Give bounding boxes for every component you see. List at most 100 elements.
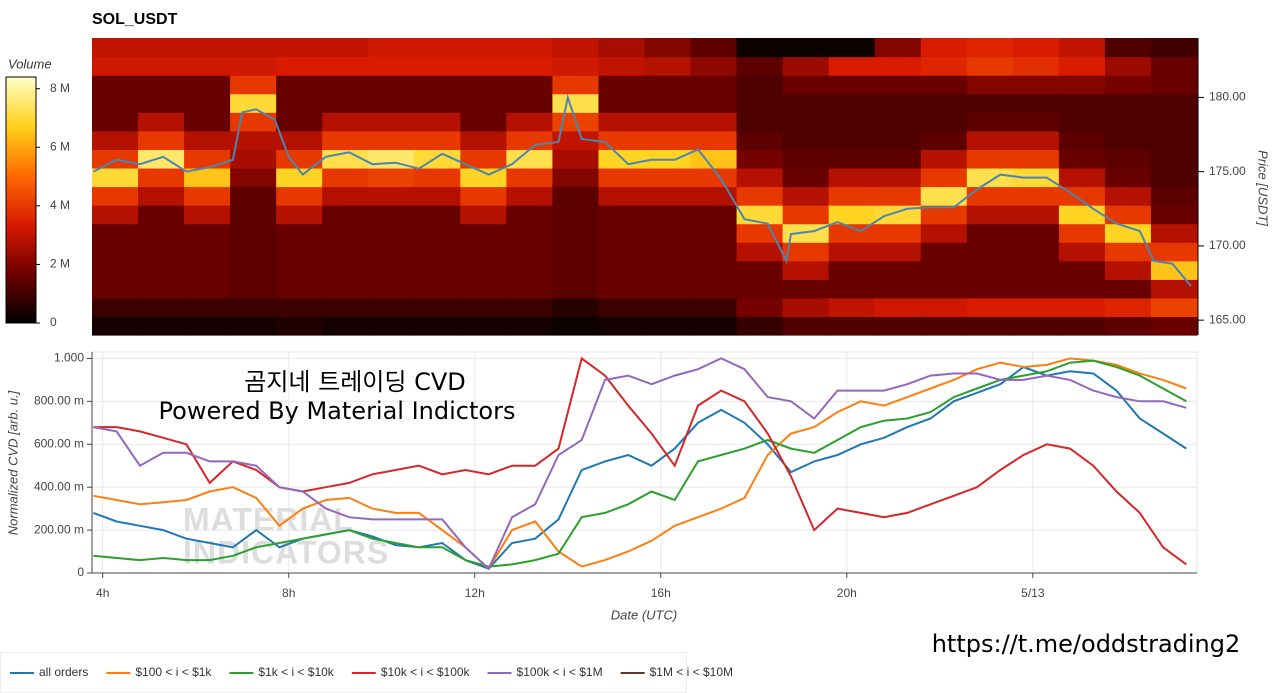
- heatmap-cell: [322, 316, 369, 336]
- heatmap-cell: [920, 223, 968, 243]
- heatmap-cell: [736, 279, 784, 299]
- heatmap-cell: [782, 38, 830, 58]
- heatmap-cell: [874, 112, 922, 132]
- heatmap-cell: [184, 242, 231, 262]
- heatmap-cell: [230, 130, 277, 150]
- heatmap-cell: [828, 149, 876, 169]
- heatmap-cell: [782, 260, 830, 280]
- y-tick-label: 800.00 m: [34, 394, 84, 408]
- heatmap-cell: [368, 112, 415, 132]
- heatmap-cell: [184, 93, 231, 113]
- heatmap-cell: [690, 186, 738, 206]
- heatmap-cell: [1150, 260, 1198, 280]
- heatmap-cell: [1150, 56, 1198, 76]
- heatmap-cell: [184, 130, 231, 150]
- heatmap-cell: [874, 297, 922, 318]
- heatmap-cell: [1058, 38, 1106, 58]
- x-tick-label: 5/13: [1021, 586, 1045, 600]
- heatmap-cell: [598, 75, 646, 95]
- heatmap-cell: [414, 316, 461, 336]
- heatmap-cell: [598, 112, 646, 132]
- heatmap-cell: [230, 38, 277, 58]
- heatmap-cell: [1150, 279, 1198, 299]
- heatmap-cell: [460, 93, 507, 113]
- heatmap-cell: [644, 75, 692, 95]
- heatmap-cell: [782, 186, 830, 206]
- heatmap-cell: [184, 297, 231, 318]
- heatmap-cell: [1058, 149, 1106, 169]
- heatmap-cell: [1058, 205, 1106, 225]
- heatmap-cell: [322, 297, 369, 318]
- heatmap-cell: [690, 112, 738, 132]
- heatmap-cell: [184, 167, 231, 188]
- heatmap-cell: [460, 38, 507, 58]
- heatmap-cell: [1058, 297, 1106, 318]
- heatmap-cell: [138, 75, 185, 95]
- heatmap-cell: [644, 260, 692, 280]
- heatmap-cell: [138, 93, 185, 113]
- heatmap-cell: [598, 93, 646, 113]
- heatmap-cell: [920, 297, 968, 318]
- y-axis-label: Normalized CVD [arb. u.]: [5, 390, 20, 535]
- heatmap-cell: [92, 260, 139, 280]
- heatmap-cell: [1058, 223, 1106, 243]
- heatmap-cell: [414, 223, 461, 243]
- heatmap-cell: [138, 130, 185, 150]
- heatmap-cell: [276, 56, 323, 76]
- heatmap-cell: [966, 223, 1014, 243]
- heatmap-cell: [230, 297, 277, 318]
- heatmap-cell: [138, 38, 185, 58]
- heatmap-cell: [230, 279, 277, 299]
- heatmap-cell: [322, 186, 369, 206]
- heatmap-cell: [230, 167, 277, 188]
- colorbar-tick-label: 6 M: [50, 139, 70, 153]
- heatmap-cell: [1012, 93, 1060, 113]
- heatmap-cell: [92, 186, 139, 206]
- heatmap-cell: [644, 279, 692, 299]
- heatmap-cell: [920, 130, 968, 150]
- annotation: 곰지네 트레이딩 CVD: [244, 368, 465, 396]
- heatmap-cell: [644, 316, 692, 336]
- heatmap-cell: [828, 93, 876, 113]
- heatmap-cell: [1150, 186, 1198, 206]
- heatmap-cell: [828, 297, 876, 318]
- heatmap-cell: [644, 297, 692, 318]
- heatmap-cell: [506, 297, 554, 318]
- heatmap-cell: [322, 260, 369, 280]
- heatmap-cell: [368, 316, 415, 336]
- heatmap-cell: [138, 279, 185, 299]
- colorbar-tick-label: 2 M: [50, 257, 70, 271]
- heatmap-cell: [138, 205, 185, 225]
- heatmap-cell: [414, 93, 461, 113]
- heatmap-cell: [1012, 56, 1060, 76]
- heatmap-cell: [736, 186, 784, 206]
- heatmap-cell: [552, 297, 600, 318]
- heatmap-cell: [644, 186, 692, 206]
- heatmap-cell: [460, 56, 507, 76]
- heatmap-cell: [736, 93, 784, 113]
- heatmap-cell: [552, 130, 600, 150]
- heatmap-cell: [782, 279, 830, 299]
- heatmap-cell: [184, 260, 231, 280]
- heatmap-cell: [276, 112, 323, 132]
- heatmap-cell: [920, 112, 968, 132]
- heatmap-cell: [690, 297, 738, 318]
- heatmap-cell: [874, 38, 922, 58]
- heatmap-cell: [966, 205, 1014, 225]
- heatmap-cell: [690, 279, 738, 299]
- heatmap-cell: [368, 260, 415, 280]
- x-tick-label: 4h: [96, 586, 109, 600]
- heatmap-cell: [828, 316, 876, 336]
- heatmap-cell: [1058, 186, 1106, 206]
- heatmap-cell: [598, 38, 646, 58]
- heatmap-cell: [690, 93, 738, 113]
- heatmap-cell: [230, 93, 277, 113]
- heatmap-cell: [322, 223, 369, 243]
- heatmap-cell: [1058, 316, 1106, 336]
- heatmap-cell: [552, 279, 600, 299]
- heatmap-cell: [460, 279, 507, 299]
- heatmap-cell: [414, 279, 461, 299]
- heatmap-cell: [1058, 279, 1106, 299]
- heatmap-cell: [460, 205, 507, 225]
- heatmap-cell: [1104, 130, 1152, 150]
